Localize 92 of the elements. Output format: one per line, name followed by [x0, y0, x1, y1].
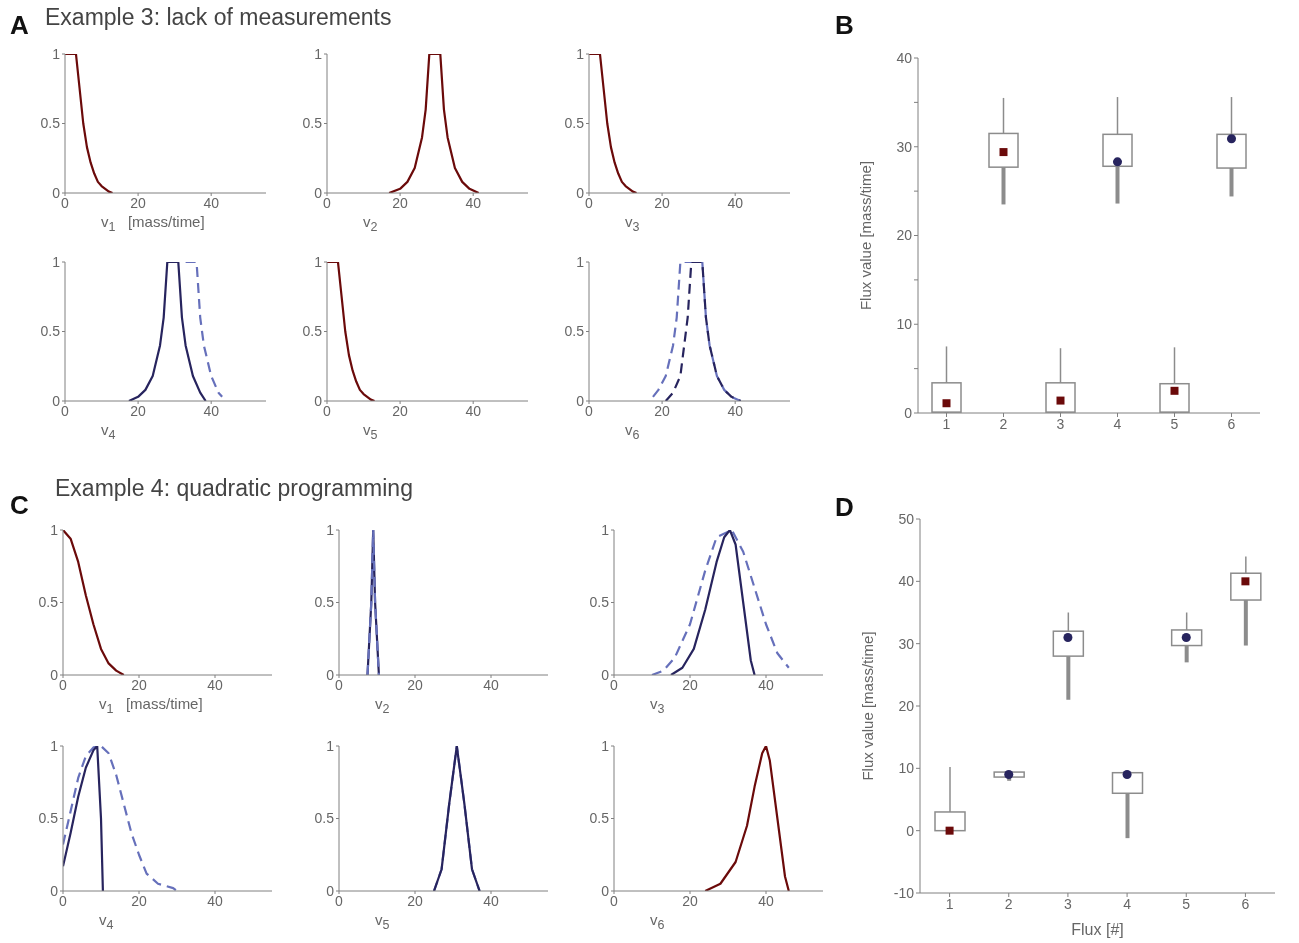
x-axis-title: v$_{1}$ [mass/time]	[101, 213, 205, 234]
y-tick-label: 10	[896, 316, 913, 333]
x-axis-title: v$_{2}$	[363, 213, 378, 234]
x-tick-label: 40	[465, 402, 482, 419]
y-tick-label: 1	[50, 737, 59, 754]
y-tick-label: 30	[896, 138, 913, 155]
x-axis-title: v$_{3}$	[650, 695, 665, 716]
x-tick-label: 20	[392, 402, 409, 419]
x-tick-label: 20	[682, 892, 698, 909]
x-tick-label: 20	[654, 194, 671, 211]
x-axis-title: v$_{5}$	[375, 911, 390, 932]
x-axis-title: v$_{1}$ [mass/time]	[99, 695, 203, 716]
x-tick-label: 40	[483, 676, 499, 693]
y-tick-label: 0.5	[40, 115, 61, 132]
x-tick-label: 4	[1123, 895, 1132, 912]
x-tick-label: 40	[727, 194, 744, 211]
x-tick-label: 4	[1113, 415, 1122, 432]
y-tick-label: 30	[898, 635, 915, 652]
y-tick-label: 0.5	[38, 594, 59, 611]
y-tick-label: 40	[896, 49, 913, 66]
y-tick-label: 0.5	[302, 115, 323, 132]
x-tick-label: 20	[654, 402, 671, 419]
x-axis-title: v$_{6}$	[625, 421, 640, 442]
x-tick-label: 40	[203, 194, 220, 211]
x-tick-label: 1	[942, 415, 951, 432]
x-tick-label: 20	[130, 402, 147, 419]
x-tick-label: 6	[1227, 415, 1236, 432]
x-tick-label: 20	[130, 194, 147, 211]
y-axis-title: Flux value [mass/time]	[857, 160, 875, 311]
y-tick-label: 1	[601, 521, 610, 538]
x-tick-label: 6	[1241, 895, 1250, 912]
chart-title: Example 4: quadratic programming	[55, 475, 413, 502]
text: A	[10, 10, 29, 41]
x-axis-title: v$_{5}$	[363, 421, 378, 442]
x-tick-label: 40	[758, 892, 774, 909]
chart-title: Example 3: lack of measurements	[45, 4, 392, 31]
x-tick-label: 3	[1056, 415, 1065, 432]
x-tick-label: 40	[483, 892, 499, 909]
y-tick-label: 0.5	[564, 115, 585, 132]
y-tick-label: 0.5	[314, 810, 335, 827]
y-tick-label: 20	[898, 697, 915, 714]
x-tick-label: 3	[1064, 895, 1073, 912]
y-tick-label: 0.5	[589, 594, 610, 611]
y-tick-label: 0.5	[314, 594, 335, 611]
y-tick-label: 1	[52, 253, 61, 270]
x-axis-title: Flux [#]	[1071, 921, 1124, 938]
x-axis-title: v$_{2}$	[375, 695, 390, 716]
y-tick-label: 50	[898, 510, 915, 527]
x-axis-title: v$_{6}$	[650, 911, 665, 932]
x-tick-label: 40	[207, 676, 223, 693]
y-tick-label: -10	[893, 884, 915, 901]
x-tick-label: 40	[203, 402, 220, 419]
y-tick-label: 0.5	[302, 323, 323, 340]
text: B	[835, 10, 854, 41]
y-tick-label: 1	[326, 521, 335, 538]
x-tick-label: 20	[407, 676, 423, 693]
x-tick-label: 5	[1170, 415, 1179, 432]
x-axis-title: v$_{4}$	[99, 911, 114, 932]
x-tick-label: 1	[945, 895, 954, 912]
y-tick-label: 1	[576, 253, 585, 270]
x-tick-label: 40	[727, 402, 744, 419]
x-tick-label: 20	[682, 676, 698, 693]
x-tick-label: 20	[131, 676, 147, 693]
y-tick-label: 0.5	[40, 323, 61, 340]
y-tick-label: 1	[314, 45, 323, 62]
y-tick-label: 1	[326, 737, 335, 754]
y-tick-label: 0.5	[38, 810, 59, 827]
x-tick-label: 20	[131, 892, 147, 909]
y-tick-label: 1	[314, 253, 323, 270]
y-tick-label: 10	[898, 760, 915, 777]
x-tick-label: 2	[1004, 895, 1013, 912]
x-tick-label: 2	[999, 415, 1008, 432]
y-tick-label: 1	[601, 737, 610, 754]
y-axis-title: Flux value [mass/time]	[859, 631, 877, 781]
text: D	[835, 492, 854, 523]
text: C	[10, 490, 29, 521]
y-tick-label: 1	[576, 45, 585, 62]
y-tick-label: 1	[50, 521, 59, 538]
x-axis-title: v$_{4}$	[101, 421, 116, 442]
y-tick-label: 0.5	[589, 810, 610, 827]
x-tick-label: 40	[758, 676, 774, 693]
x-axis-title: v$_{3}$	[625, 213, 640, 234]
x-tick-label: 5	[1182, 895, 1191, 912]
x-tick-label: 40	[465, 194, 482, 211]
y-tick-label: 0	[906, 822, 915, 839]
x-tick-label: 20	[392, 194, 409, 211]
y-tick-label: 40	[898, 573, 915, 590]
y-tick-label: 0.5	[564, 323, 585, 340]
x-tick-label: 20	[407, 892, 423, 909]
x-tick-label: 40	[207, 892, 223, 909]
y-tick-label: 20	[896, 227, 913, 244]
y-tick-label: 1	[52, 45, 61, 62]
